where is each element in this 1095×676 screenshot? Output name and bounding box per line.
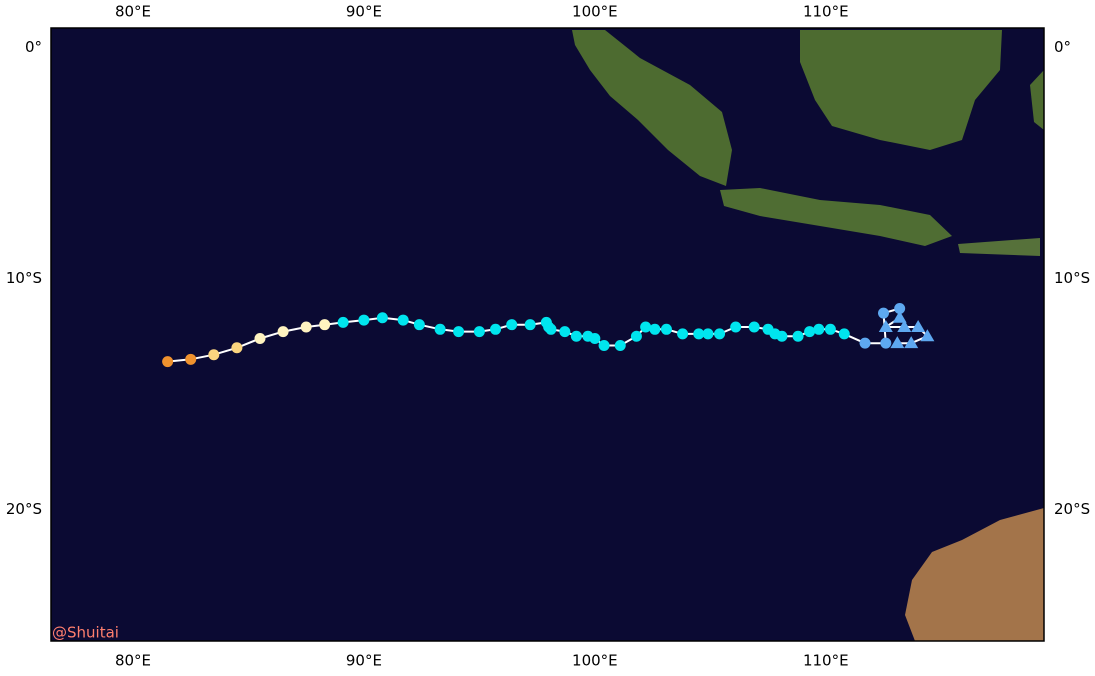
track-point xyxy=(376,312,388,324)
track-point xyxy=(231,342,243,354)
track-point xyxy=(824,323,836,335)
track-point xyxy=(693,328,705,340)
track-point xyxy=(570,330,582,342)
x-tick-label: 110°E xyxy=(803,652,849,670)
x-tick-label: 100°E xyxy=(572,652,618,670)
map-frame xyxy=(50,27,1045,642)
track-point-triangle xyxy=(897,319,912,332)
track-point xyxy=(776,330,788,342)
track-point xyxy=(589,333,601,345)
track-point xyxy=(506,319,518,331)
track-point xyxy=(598,339,610,351)
ticks: 80°E 80°E 90°E 90°E 100°E 100°E 110°E 110°E 0° 0°… xyxy=(6,3,1090,670)
y-tick-label: 0° xyxy=(1054,38,1071,56)
land xyxy=(572,30,1044,641)
track-point xyxy=(300,321,312,333)
lesser-sunda xyxy=(958,238,1040,256)
track-point xyxy=(649,323,661,335)
track-point xyxy=(319,319,331,331)
track-point xyxy=(859,337,871,349)
track-point xyxy=(804,326,816,338)
watermark: @Shuitai xyxy=(52,624,119,642)
track-point xyxy=(358,314,370,326)
track-point xyxy=(545,323,557,335)
track-point-triangle xyxy=(890,336,905,349)
track-point xyxy=(434,323,446,335)
track-point-triangle xyxy=(892,310,907,323)
track-point xyxy=(397,314,409,326)
track-point xyxy=(559,326,571,338)
y-tick-label: 10°S xyxy=(6,269,42,287)
sumatra xyxy=(572,30,732,186)
x-tick-label: 90°E xyxy=(346,3,382,21)
java xyxy=(720,188,952,246)
y-tick-label: 20°S xyxy=(1054,500,1090,518)
track-point xyxy=(677,328,689,340)
y-tick-label: 0° xyxy=(25,38,42,56)
track-point xyxy=(413,319,425,331)
track-point xyxy=(162,356,174,368)
track-point xyxy=(792,330,804,342)
track-point xyxy=(702,328,714,340)
x-tick-label: 110°E xyxy=(803,3,849,21)
track-point xyxy=(748,321,760,333)
track-point xyxy=(894,303,906,315)
australia xyxy=(905,508,1044,641)
y-tick-label: 20°S xyxy=(6,500,42,518)
track-point xyxy=(730,321,742,333)
x-tick-label: 90°E xyxy=(346,652,382,670)
track-point xyxy=(660,323,672,335)
track-point-triangle xyxy=(878,319,893,332)
track-point xyxy=(880,337,892,349)
x-tick-label: 100°E xyxy=(572,3,618,21)
track-point xyxy=(640,321,652,333)
track-point xyxy=(714,328,726,340)
track-point-triangle xyxy=(911,319,926,332)
track-point xyxy=(277,326,289,338)
track-point-triangle xyxy=(904,336,919,349)
track-point xyxy=(878,307,890,319)
borneo xyxy=(800,30,1002,150)
track-point xyxy=(490,323,502,335)
y-tick-label: 10°S xyxy=(1054,269,1090,287)
track-point xyxy=(453,326,465,338)
track-point xyxy=(185,353,197,365)
track-point xyxy=(838,328,850,340)
track-point xyxy=(254,333,266,345)
x-tick-label: 80°E xyxy=(115,3,151,21)
track-point xyxy=(524,319,536,331)
track xyxy=(162,303,935,368)
x-tick-label: 80°E xyxy=(115,652,151,670)
sulawesi xyxy=(1030,70,1044,130)
track-point xyxy=(614,339,626,351)
track-point xyxy=(208,349,220,361)
track-point xyxy=(813,323,825,335)
track-point xyxy=(473,326,485,338)
track-point-triangle xyxy=(920,329,935,342)
track-point xyxy=(630,330,642,342)
track-point xyxy=(337,316,349,328)
